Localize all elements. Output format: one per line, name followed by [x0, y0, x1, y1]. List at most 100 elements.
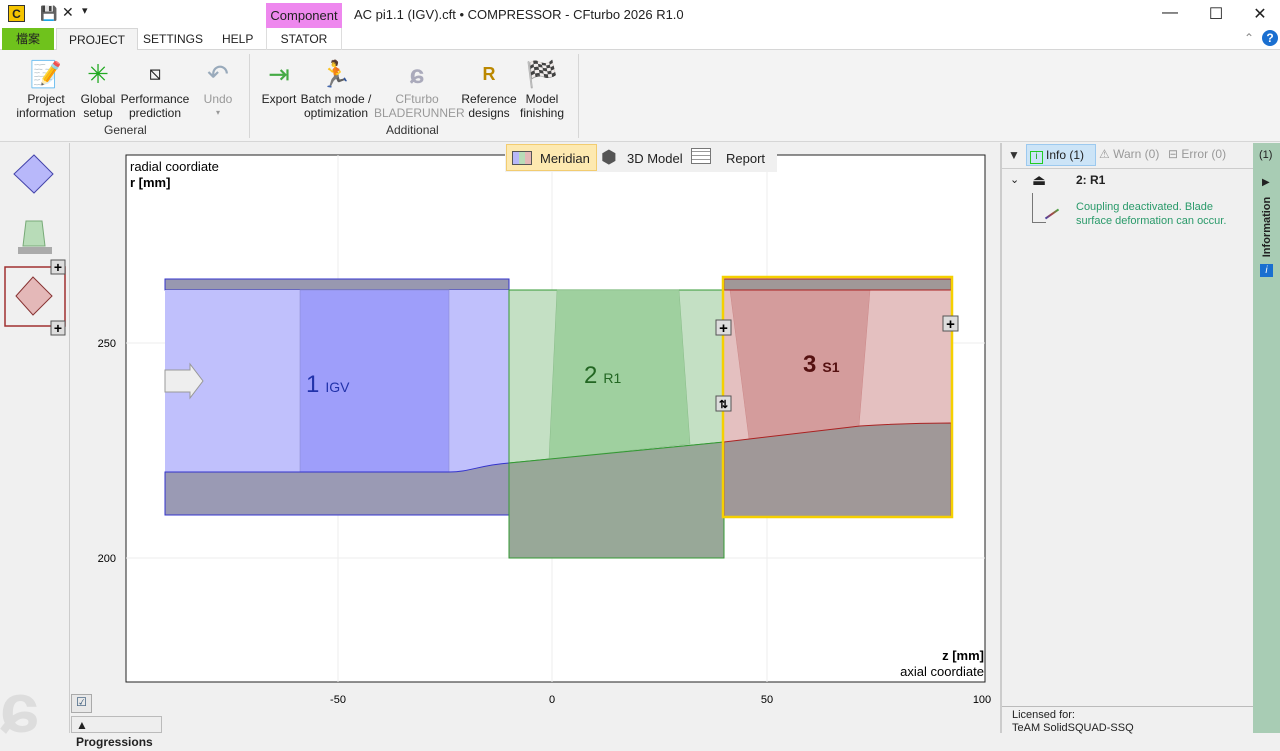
filter-warn[interactable]: ⚠ Warn (0) [1099, 147, 1160, 161]
performance-prediction-button[interactable]: ⧅ Performance prediction [120, 56, 190, 120]
component-label: 3 S1 [803, 351, 840, 378]
tab-stator[interactable]: STATOR [266, 28, 342, 50]
tab-project[interactable]: PROJECT [56, 28, 139, 51]
add-node-icon[interactable]: + [715, 319, 732, 337]
project-information-button[interactable]: 📝 Project information [14, 56, 78, 120]
group-label-additional: Additional [386, 123, 439, 137]
reference-icon: R [482, 64, 496, 84]
filter-info[interactable]: i Info (1) [1026, 144, 1096, 166]
maximize-button[interactable]: ☐ [1208, 6, 1224, 23]
meridian-icon [512, 151, 532, 165]
save-icon[interactable]: 💾 [40, 5, 58, 21]
cfturbo-watermark-logo: ɕ [0, 669, 39, 747]
error-icon: ⊟ [1168, 147, 1179, 161]
blade-icon [1044, 208, 1060, 220]
window-title: AC pi1.1 (IGV).cft • COMPRESSOR - CFturb… [354, 7, 684, 22]
tab-help[interactable]: HELP [222, 32, 254, 46]
panel-divider [1002, 168, 1253, 169]
y-axis-unit: r [mm] [130, 175, 170, 190]
info-icon: i [1030, 151, 1043, 164]
filter-error[interactable]: ⊟ Error (0) [1168, 147, 1227, 161]
information-side-tab[interactable]: (1) ▶ Information i [1253, 143, 1280, 733]
tab-file[interactable]: 檔案 [2, 28, 54, 50]
export-icon: ⇥ [268, 59, 290, 89]
tab-3d-model[interactable]: 3D Model [627, 151, 683, 166]
svg-text:200: 200 [98, 553, 116, 565]
meridian-view[interactable]: + + ⇅ 1 IGV 2 R1 3 S1 radial coordiate r [m… [71, 143, 1000, 733]
panel-divider [1002, 706, 1253, 707]
component-igv[interactable] [164, 278, 510, 516]
x-tick-labels: -50 0 50 100 [330, 694, 991, 706]
ribbon: 📝 Project information ✳ Global setup ⧅ Perfor… [0, 50, 1280, 142]
y-tick-labels: 250 200 [98, 338, 116, 565]
group-label-general: General [104, 123, 147, 137]
component-label: 2 R1 [584, 362, 621, 389]
license-label: Licensed for: [1012, 709, 1075, 721]
view-tabs: Meridian ⬢ 3D Model Report [505, 143, 777, 172]
ribbon-tabs: 檔案 PROJECT SETTINGS HELP STATOR ⌃ ? [0, 28, 1280, 51]
global-setup-icon: ✳ [87, 59, 109, 89]
table-icon [691, 148, 711, 164]
minimize-button[interactable]: — [1162, 4, 1178, 21]
swap-icon[interactable]: ⇅ [715, 395, 732, 412]
igv-component-icon[interactable] [13, 154, 54, 194]
app-logo: C [8, 5, 25, 22]
tab-meridian[interactable]: Meridian [506, 144, 597, 171]
model-finishing-button[interactable]: 🏁 Model finishing [518, 56, 566, 120]
close-button[interactable]: ✕ [1253, 6, 1267, 23]
svg-text:+: + [719, 320, 728, 337]
svg-text:250: 250 [98, 338, 116, 350]
help-icon[interactable]: ? [1262, 30, 1278, 46]
reference-designs-button[interactable]: R Reference designs [460, 56, 518, 120]
hub-bar [18, 247, 52, 254]
svg-text:100: 100 [973, 694, 991, 706]
inlet-arrow-icon [164, 362, 204, 400]
tab-report[interactable]: Report [726, 151, 766, 166]
close-file-icon[interactable]: ✕ [62, 4, 74, 20]
tree-connector [1032, 193, 1046, 223]
progressions-toggle[interactable]: ▲ Progressions [71, 716, 162, 749]
svg-text:+: + [54, 320, 62, 336]
svg-text:-50: -50 [330, 694, 346, 706]
component-s1[interactable] [721, 275, 954, 519]
undo-button[interactable]: ↶ Undo ▾ [198, 56, 238, 120]
checkered-flag-icon: 🏁 [525, 59, 559, 89]
message-title: 2: R1 [1076, 173, 1106, 187]
rotor-icon: ⏏ [1032, 172, 1047, 189]
expand-arrow-icon[interactable]: ▶ [1262, 177, 1270, 188]
svg-text:0: 0 [549, 694, 555, 706]
component-r1[interactable] [508, 289, 725, 559]
add-component-icon[interactable] [50, 320, 66, 336]
export-button[interactable]: ⇥ Export [260, 56, 298, 106]
y-axis-title: radial coordiate [130, 159, 219, 174]
warning-icon: ⚠ [1099, 147, 1110, 161]
rotor-component-icon[interactable] [22, 220, 46, 247]
project-info-icon: 📝 [29, 59, 63, 89]
filter-icon[interactable]: ▼ [1008, 148, 1020, 162]
tab-settings[interactable]: SETTINGS [143, 32, 204, 46]
add-component-icon[interactable] [50, 259, 66, 275]
license-holder: TeAM SolidSQUAD-SSQ [1012, 722, 1134, 734]
svg-text:+: + [54, 259, 62, 275]
stator-component-icon[interactable] [15, 276, 53, 316]
group-divider [578, 54, 579, 138]
check-all-icon[interactable]: ☑ [71, 694, 92, 713]
quick-access-dropdown-icon[interactable]: ▾ [82, 5, 88, 17]
expand-chevron-icon[interactable]: ⌄ [1010, 174, 1020, 186]
svg-text:50: 50 [761, 694, 773, 706]
bladerunner-button[interactable]: ɕ CFturbo BLADERUNNER [374, 56, 465, 120]
performance-icon: ⧅ [148, 63, 162, 85]
title-bar: C 💾 ✕ ▾ Component AC pi1.1 (IGV).cft • C… [0, 0, 1280, 28]
collapse-ribbon-icon[interactable]: ⌃ [1244, 31, 1255, 45]
cfturbo-logo-icon: ɕ [409, 59, 425, 89]
message-text: Coupling deactivated. Blade surface defo… [1076, 201, 1227, 227]
component-sidebar: + + ɕ [0, 143, 70, 743]
selected-component-frame [4, 266, 66, 327]
add-node-icon[interactable]: + [942, 315, 959, 333]
batch-mode-button[interactable]: 🏃 Batch mode / optimization [298, 56, 374, 120]
global-setup-button[interactable]: ✳ Global setup [80, 56, 116, 120]
x-axis-title: axial coordiate [900, 664, 984, 679]
undo-icon: ↶ [207, 59, 229, 89]
component-icons: + + [4, 154, 66, 336]
cube-icon: ⬢ [601, 147, 617, 167]
